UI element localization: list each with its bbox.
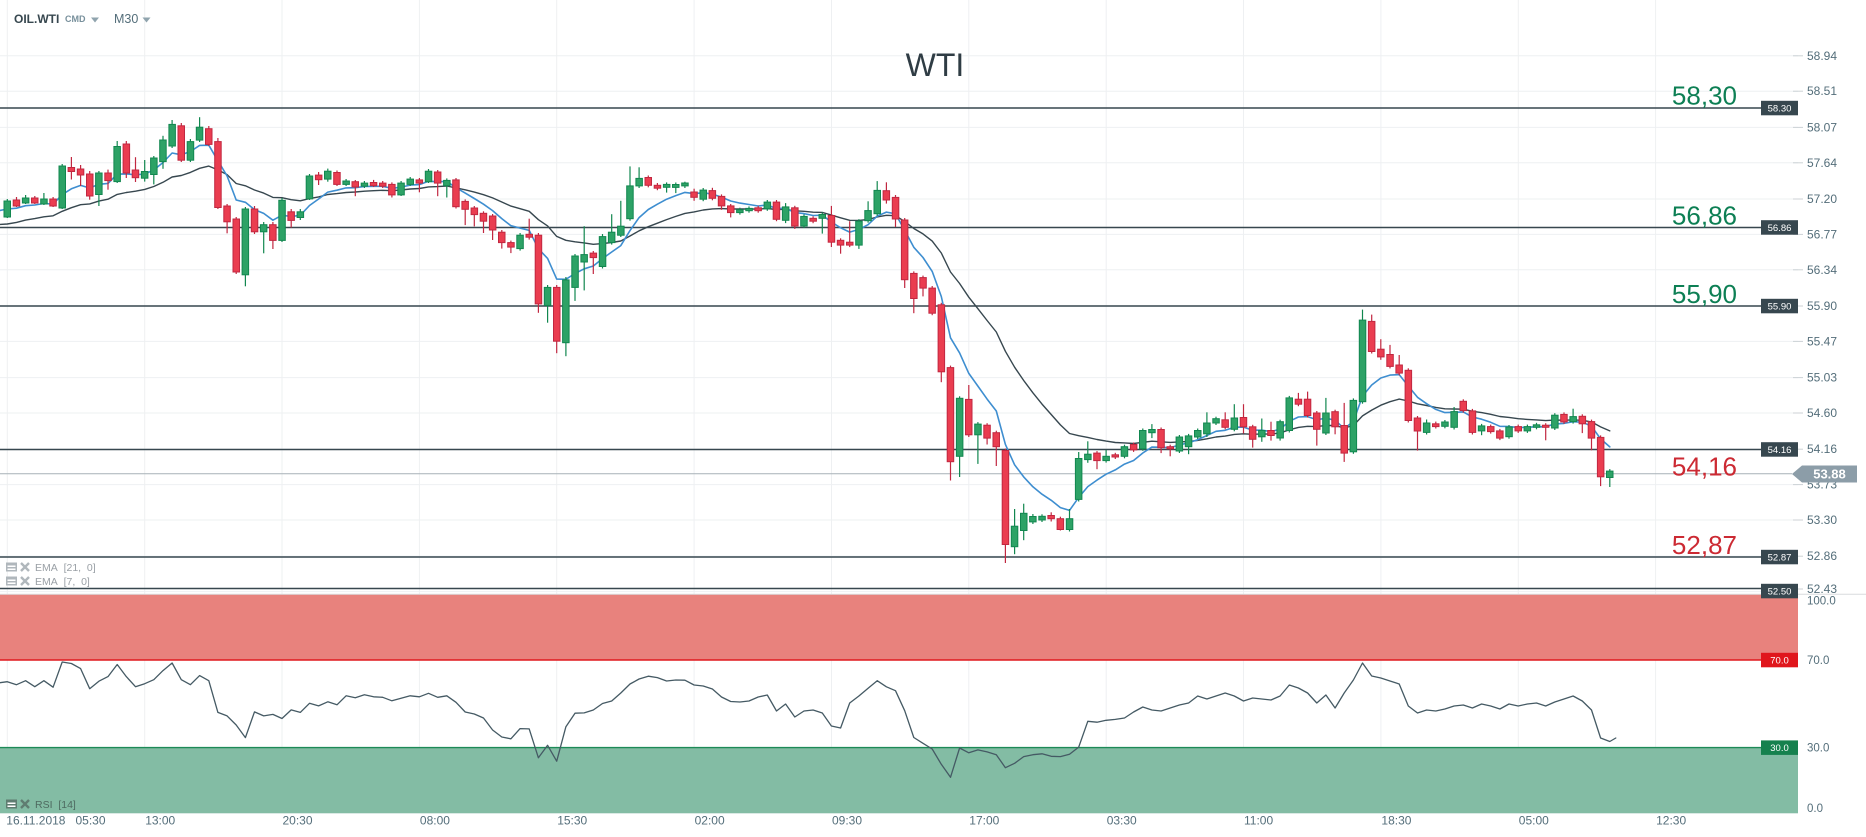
svg-text:70.0: 70.0 <box>1770 656 1789 667</box>
svg-text:52.43: 52.43 <box>1807 582 1837 596</box>
svg-text:52.87: 52.87 <box>1768 553 1792 564</box>
svg-text:18:30: 18:30 <box>1381 814 1411 828</box>
svg-text:05:00: 05:00 <box>1519 814 1549 828</box>
svg-text:57.64: 57.64 <box>1807 156 1837 170</box>
svg-text:55.47: 55.47 <box>1807 334 1837 348</box>
svg-text:53.30: 53.30 <box>1807 513 1837 527</box>
svg-text:54.16: 54.16 <box>1768 445 1792 456</box>
svg-text:70.0: 70.0 <box>1807 655 1829 667</box>
svg-text:58.51: 58.51 <box>1807 84 1837 98</box>
svg-text:RSI [14]: RSI [14] <box>35 799 76 811</box>
svg-text:56.86: 56.86 <box>1768 223 1792 234</box>
svg-text:58.94: 58.94 <box>1807 49 1837 63</box>
svg-text:30.0: 30.0 <box>1807 743 1829 755</box>
svg-text:20:30: 20:30 <box>283 814 313 828</box>
svg-text:08:00: 08:00 <box>420 814 450 828</box>
svg-text:56,86: 56,86 <box>1672 201 1737 231</box>
svg-text:02:00: 02:00 <box>695 814 725 828</box>
svg-text:M30: M30 <box>114 12 138 26</box>
svg-text:16.11.2018 05:30: 16.11.2018 05:30 <box>6 814 106 828</box>
svg-text:53.88: 53.88 <box>1813 467 1846 482</box>
svg-text:52.50: 52.50 <box>1768 587 1792 598</box>
svg-text:12:30: 12:30 <box>1656 814 1686 828</box>
svg-text:OIL.WTI: OIL.WTI <box>14 12 59 26</box>
svg-text:56.77: 56.77 <box>1807 227 1837 241</box>
svg-text:EMA [21, 0]: EMA [21, 0] <box>35 562 96 574</box>
svg-text:55.03: 55.03 <box>1807 371 1837 385</box>
svg-text:54,16: 54,16 <box>1672 452 1737 482</box>
svg-text:52,87: 52,87 <box>1672 530 1737 560</box>
svg-text:13:00: 13:00 <box>145 814 175 828</box>
svg-text:54.16: 54.16 <box>1807 442 1837 456</box>
svg-text:WTI: WTI <box>906 47 965 83</box>
svg-text:EMA [7, 0]: EMA [7, 0] <box>35 576 90 588</box>
svg-text:52.86: 52.86 <box>1807 549 1837 563</box>
svg-text:55.90: 55.90 <box>1807 299 1837 313</box>
svg-text:11:00: 11:00 <box>1244 814 1273 828</box>
svg-text:30.0: 30.0 <box>1770 743 1789 754</box>
svg-text:57.20: 57.20 <box>1807 192 1837 206</box>
svg-text:15:30: 15:30 <box>557 814 587 828</box>
svg-text:09:30: 09:30 <box>832 814 862 828</box>
svg-text:58.07: 58.07 <box>1807 120 1837 134</box>
svg-text:CMD: CMD <box>65 14 86 24</box>
svg-text:100.0: 100.0 <box>1807 596 1836 608</box>
svg-text:58.30: 58.30 <box>1768 104 1792 115</box>
svg-text:0.0: 0.0 <box>1807 803 1823 815</box>
svg-text:17:00: 17:00 <box>969 814 999 828</box>
svg-text:54.60: 54.60 <box>1807 406 1837 420</box>
svg-text:56.34: 56.34 <box>1807 263 1837 277</box>
svg-text:55.90: 55.90 <box>1768 302 1792 313</box>
svg-text:03:30: 03:30 <box>1107 814 1137 828</box>
svg-text:55,90: 55,90 <box>1672 279 1737 309</box>
svg-text:58,30: 58,30 <box>1672 81 1737 111</box>
